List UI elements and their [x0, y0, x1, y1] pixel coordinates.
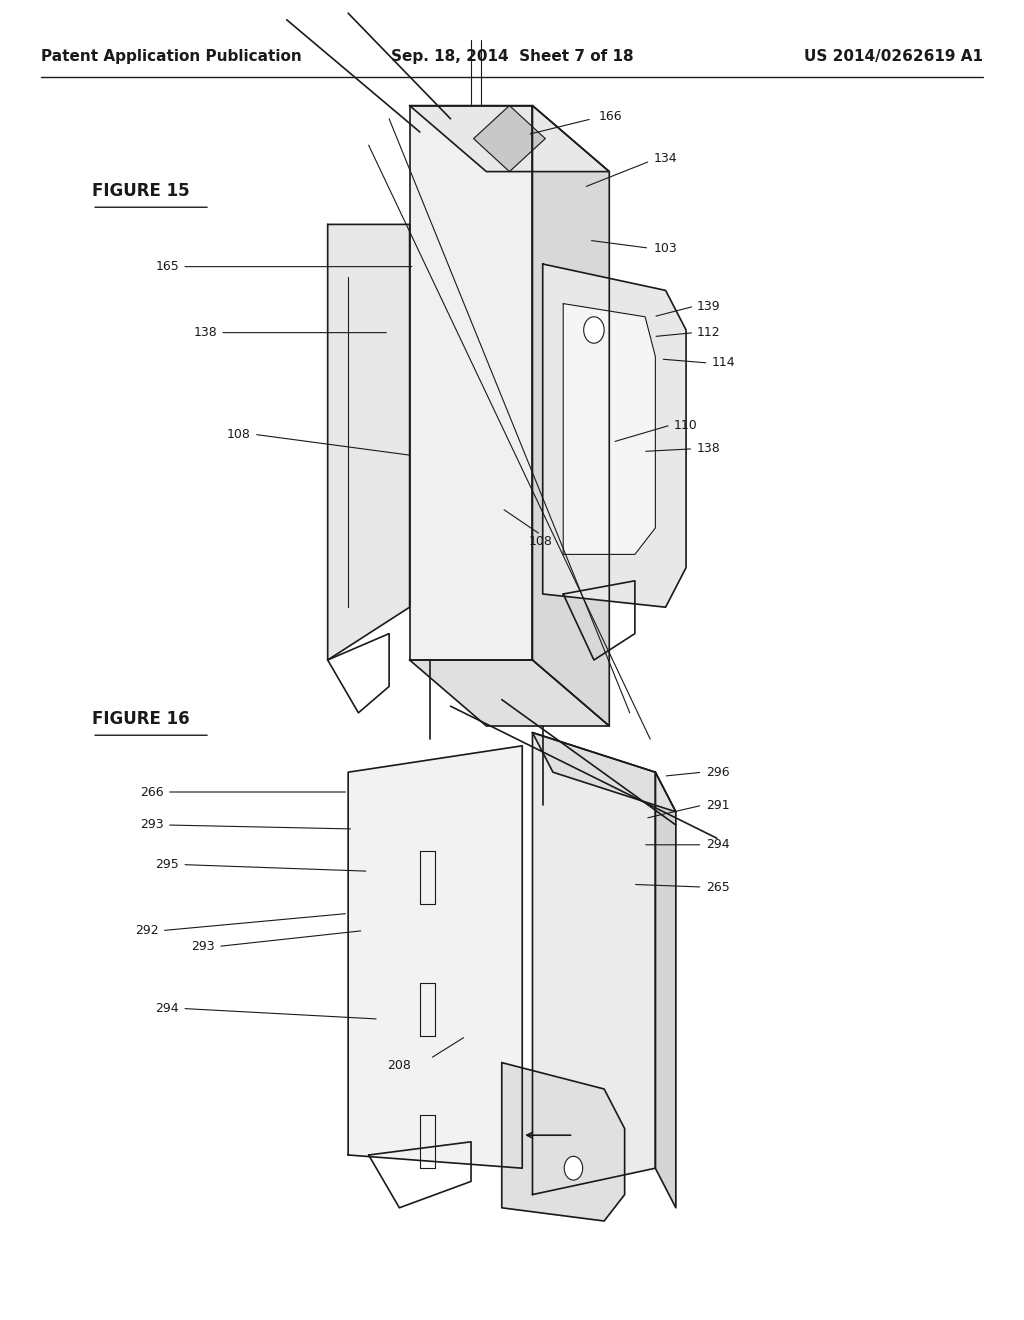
Text: 108: 108	[227, 428, 251, 441]
Polygon shape	[410, 660, 609, 726]
Text: 296: 296	[707, 766, 730, 779]
Text: 134: 134	[653, 152, 677, 165]
Polygon shape	[473, 106, 545, 172]
Text: FIGURE 16: FIGURE 16	[92, 710, 189, 729]
Text: 266: 266	[140, 785, 164, 799]
Polygon shape	[543, 264, 686, 607]
Polygon shape	[563, 304, 655, 554]
Text: 208: 208	[387, 1059, 412, 1072]
Text: 166: 166	[599, 110, 623, 123]
Polygon shape	[532, 733, 655, 1195]
Text: 108: 108	[528, 535, 553, 548]
Polygon shape	[502, 1063, 625, 1221]
Text: Patent Application Publication: Patent Application Publication	[41, 49, 302, 65]
Text: 293: 293	[140, 818, 164, 832]
Polygon shape	[410, 106, 609, 172]
Text: 294: 294	[707, 838, 730, 851]
Text: 265: 265	[707, 880, 730, 894]
Text: FIGURE 15: FIGURE 15	[92, 182, 189, 201]
Polygon shape	[532, 106, 609, 726]
Text: Sep. 18, 2014  Sheet 7 of 18: Sep. 18, 2014 Sheet 7 of 18	[391, 49, 633, 65]
Text: 112: 112	[696, 326, 720, 339]
Text: 291: 291	[707, 799, 730, 812]
Text: 103: 103	[653, 242, 677, 255]
Text: 138: 138	[696, 442, 720, 455]
Polygon shape	[532, 733, 676, 812]
Circle shape	[584, 317, 604, 343]
Text: 114: 114	[712, 356, 735, 370]
Text: 138: 138	[194, 326, 217, 339]
Text: 139: 139	[696, 300, 720, 313]
Text: 295: 295	[156, 858, 179, 871]
Polygon shape	[410, 106, 532, 660]
Polygon shape	[348, 746, 522, 1168]
Text: 110: 110	[674, 418, 697, 432]
Circle shape	[564, 1156, 583, 1180]
Text: 293: 293	[191, 940, 215, 953]
Text: 165: 165	[156, 260, 179, 273]
Polygon shape	[655, 772, 676, 1208]
Text: 294: 294	[156, 1002, 179, 1015]
Text: US 2014/0262619 A1: US 2014/0262619 A1	[804, 49, 983, 65]
Polygon shape	[328, 224, 410, 660]
Text: 292: 292	[135, 924, 159, 937]
